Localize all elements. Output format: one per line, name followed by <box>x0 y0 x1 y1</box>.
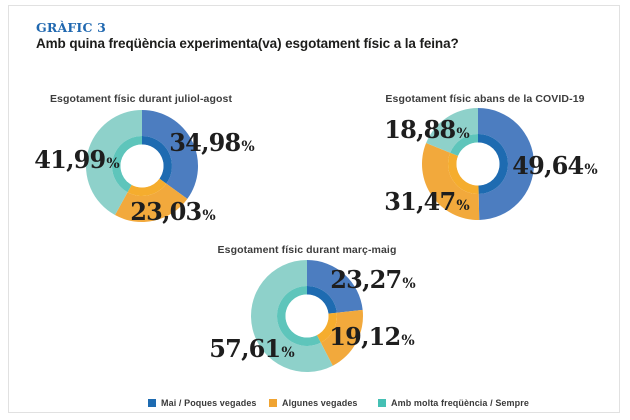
slice-label-teal: 57,61% <box>209 337 294 361</box>
donut-segment <box>127 178 167 196</box>
percent-sign: % <box>281 345 295 361</box>
slice-label-blue: 23,27% <box>330 268 415 292</box>
donut-hole <box>456 142 500 186</box>
legend-swatch-blue <box>148 399 156 407</box>
donut-segment <box>478 108 534 220</box>
percent-sign: % <box>202 208 216 224</box>
legend-label: Mai / Poques vegades <box>161 398 257 408</box>
donut-segment <box>422 142 480 220</box>
percent-sign: % <box>456 126 470 142</box>
donut-ring <box>422 108 534 220</box>
slice-value: 57,61 <box>209 334 281 363</box>
donut-hole <box>285 294 329 338</box>
donut-ring <box>251 260 363 372</box>
chart-title-juliol-agost: Esgotament físic durant juliol-agost <box>49 93 233 105</box>
donut-ring <box>85 110 198 222</box>
slice-value: 19,12 <box>329 322 401 351</box>
chart-card: GRÀFIC 3 Amb quina freqüència experiment… <box>8 5 620 413</box>
donut-segment <box>307 260 363 313</box>
donut-segment <box>448 152 479 194</box>
donut-segment <box>320 309 363 366</box>
donut-segment <box>426 108 478 153</box>
slice-label-orange: 23,03% <box>130 200 215 224</box>
donut-segment <box>142 136 173 184</box>
donut-segment <box>142 110 198 199</box>
donut-segment <box>277 286 321 346</box>
legend-label: Amb molta freqüència / Sempre <box>391 398 529 408</box>
slice-value: 31,47 <box>384 187 456 216</box>
percent-sign: % <box>456 198 470 214</box>
graphic-number-label: GRÀFIC 3 <box>36 20 107 35</box>
donut-segment <box>85 110 142 216</box>
chart-title-abans-covid: Esgotament físic abans de la COVID-19 <box>385 93 585 105</box>
legend-item-mai-poques-vegades: Mai / Poques vegades <box>148 398 257 408</box>
donut-segment <box>316 312 337 343</box>
slice-value: 41,99 <box>34 145 106 174</box>
slice-value: 18,88 <box>384 115 456 144</box>
slice-value: 23,27 <box>330 265 402 294</box>
percent-sign: % <box>401 333 415 349</box>
slice-label-blue: 49,64% <box>512 154 597 178</box>
donut-segment <box>114 183 188 222</box>
slice-value: 34,98 <box>169 128 241 157</box>
donut-segment <box>478 134 509 194</box>
donut-segment <box>251 260 333 372</box>
legend-item-algunes-vegades: Algunes vegades <box>269 398 358 408</box>
donut-segment <box>307 286 337 314</box>
chart-title-marc-maig: Esgotament físic durant març-maig <box>217 244 397 256</box>
percent-sign: % <box>241 139 255 155</box>
slice-value: 23,03 <box>130 197 202 226</box>
percent-sign: % <box>584 162 598 178</box>
slice-label-teal: 18,88% <box>384 118 469 142</box>
slice-label-orange: 31,47% <box>384 190 469 214</box>
slice-label-orange: 19,12% <box>329 325 414 349</box>
slice-value: 49,64 <box>512 151 584 180</box>
legend-swatch-orange <box>269 399 277 407</box>
percent-sign: % <box>402 276 416 292</box>
slice-label-blue: 34,98% <box>169 131 254 155</box>
slice-label-teal: 41,99% <box>34 148 119 172</box>
legend-label: Algunes vegades <box>282 398 358 408</box>
legend-item-amb-molta-frequencia: Amb molta freqüència / Sempre <box>378 398 529 408</box>
donut-hole <box>120 144 164 188</box>
donut-segment <box>450 134 478 156</box>
chart-question-title: Amb quina freqüència experimenta(va) esg… <box>36 36 459 51</box>
donut-segment <box>112 136 142 193</box>
percent-sign: % <box>106 156 120 172</box>
legend-swatch-teal <box>378 399 386 407</box>
